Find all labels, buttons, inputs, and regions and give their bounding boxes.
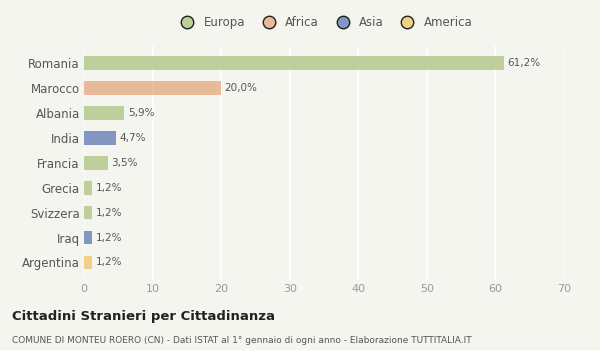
Text: 3,5%: 3,5% xyxy=(112,158,138,168)
Text: 61,2%: 61,2% xyxy=(507,58,540,68)
Bar xyxy=(84,106,124,120)
Legend: Europa, Africa, Asia, America: Europa, Africa, Asia, America xyxy=(173,14,475,32)
Text: 1,2%: 1,2% xyxy=(95,258,122,267)
Text: Cittadini Stranieri per Cittadinanza: Cittadini Stranieri per Cittadinanza xyxy=(12,310,275,323)
Bar xyxy=(84,256,92,270)
Bar xyxy=(84,206,92,219)
Text: 1,2%: 1,2% xyxy=(95,208,122,218)
Text: 5,9%: 5,9% xyxy=(128,108,154,118)
Bar xyxy=(84,156,108,170)
Bar xyxy=(84,56,503,70)
Bar xyxy=(84,131,116,145)
Text: 1,2%: 1,2% xyxy=(95,232,122,243)
Text: 20,0%: 20,0% xyxy=(224,83,257,93)
Text: 1,2%: 1,2% xyxy=(95,183,122,193)
Text: COMUNE DI MONTEU ROERO (CN) - Dati ISTAT al 1° gennaio di ogni anno - Elaborazio: COMUNE DI MONTEU ROERO (CN) - Dati ISTAT… xyxy=(12,336,472,345)
Bar xyxy=(84,181,92,195)
Bar xyxy=(84,81,221,95)
Text: 4,7%: 4,7% xyxy=(119,133,146,143)
Bar xyxy=(84,231,92,244)
